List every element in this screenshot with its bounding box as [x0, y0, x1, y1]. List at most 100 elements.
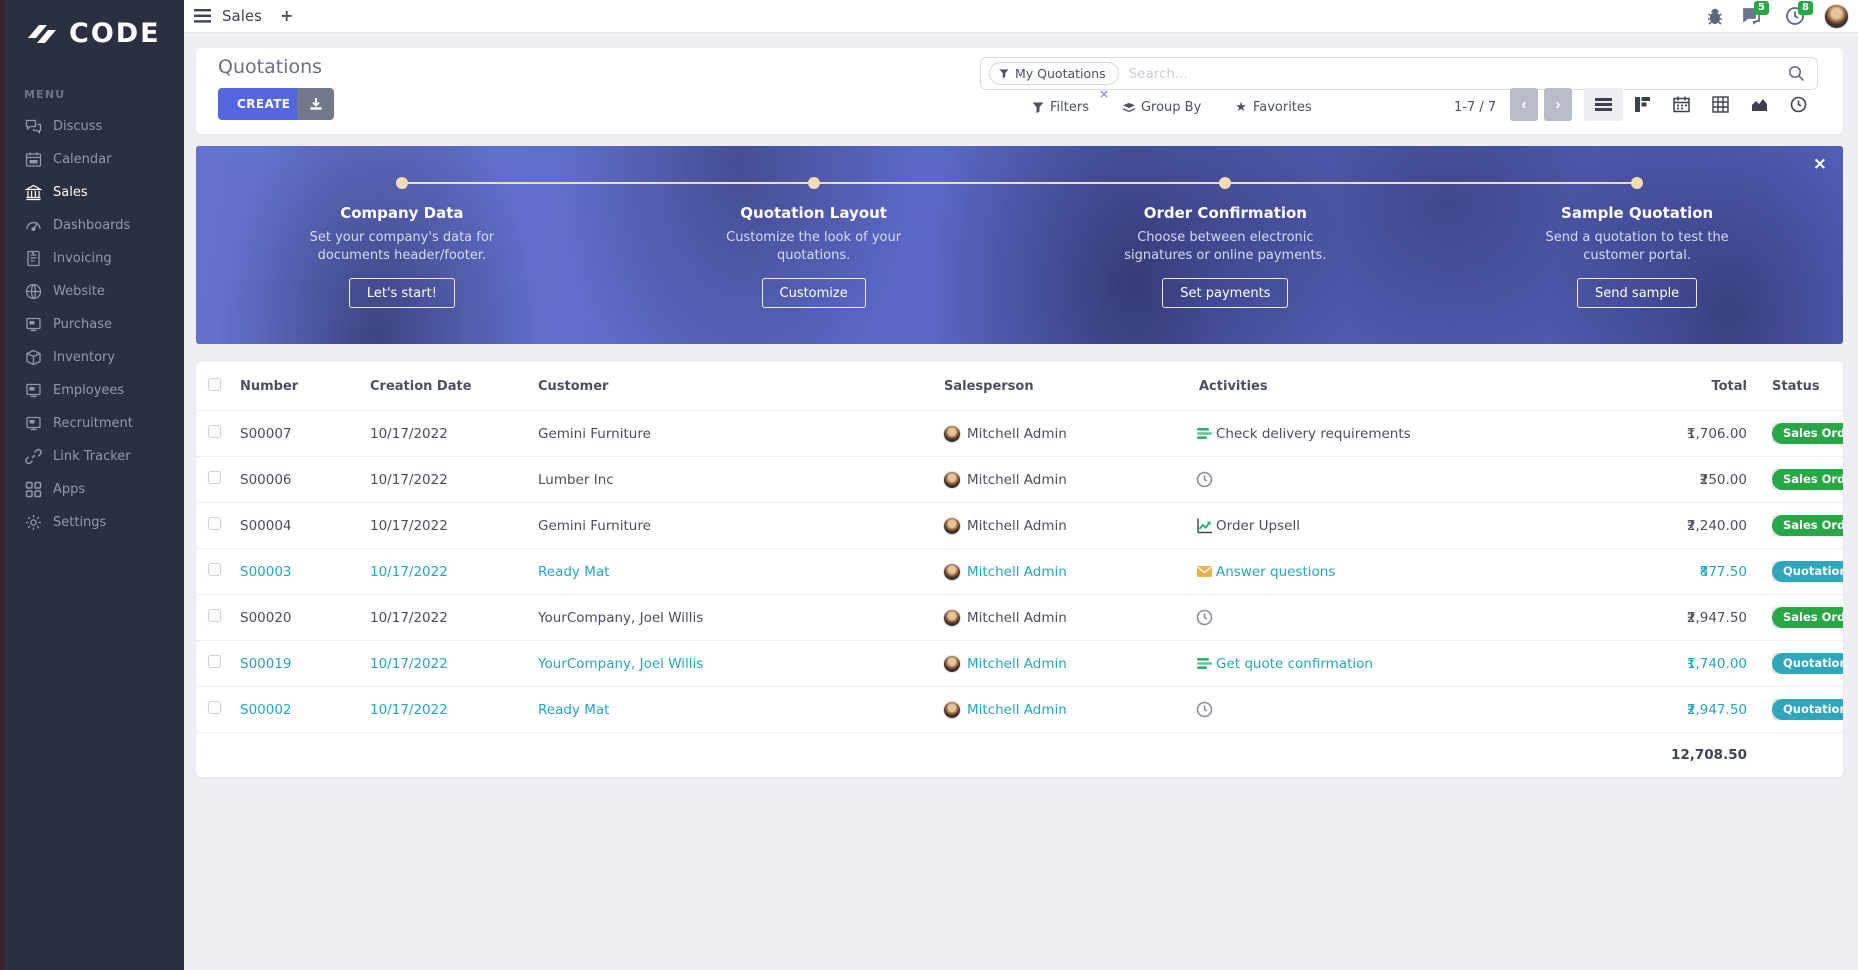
row-checkbox[interactable] [208, 517, 221, 530]
onboarding-step: Order Confirmation Choose between electr… [1020, 146, 1432, 344]
total-amount: ₹1,740.00 [1686, 655, 1747, 672]
sidebar-item-inventory[interactable]: Inventory [0, 341, 184, 374]
pager-previous-button[interactable]: ‹ [1510, 88, 1538, 121]
favorites-button[interactable]: ★ Favorites [1235, 99, 1312, 115]
kanban-view-button[interactable] [1623, 88, 1662, 121]
salesperson-avatar [943, 424, 961, 443]
new-tab-button[interactable]: + [280, 6, 294, 25]
creation-date: 10/17/2022 [370, 609, 448, 626]
table-row[interactable]: S00003 10/17/2022 Ready Mat Mitchell Adm… [196, 548, 1843, 594]
salesperson-avatar [943, 608, 961, 627]
quotations-table: Number Creation Date Customer Salesperso… [196, 362, 1843, 777]
filters-button[interactable]: Filters [1032, 100, 1089, 115]
export-button[interactable] [297, 88, 334, 120]
creation-date: 10/17/2022 [370, 655, 448, 672]
user-avatar[interactable] [1824, 4, 1849, 29]
clock-icon[interactable] [1196, 609, 1213, 626]
graph-view-button[interactable] [1740, 88, 1779, 121]
sidebar-item-invoicing[interactable]: Invoicing [0, 242, 184, 275]
column-header-salesperson[interactable]: Salesperson [944, 378, 1034, 394]
table-row[interactable]: S00019 10/17/2022 YourCompany, Joel Will… [196, 640, 1843, 686]
currency-symbol: ₹ [1686, 609, 1696, 626]
sidebar-menu: Discuss Calendar Sales Dashboards Invoic… [0, 110, 184, 539]
hamburger-icon[interactable] [194, 8, 211, 24]
sidebar-item-settings[interactable]: Settings [0, 506, 184, 539]
creation-date: 10/17/2022 [370, 701, 448, 718]
pivot-view-button[interactable] [1701, 88, 1740, 121]
calendar-view-button[interactable] [1662, 88, 1701, 121]
list-view-button[interactable] [1584, 88, 1623, 121]
banner-close-icon[interactable]: × [1812, 154, 1827, 174]
tasks-icon[interactable] [1196, 655, 1213, 672]
row-checkbox[interactable] [208, 701, 221, 714]
table-row[interactable]: S00006 10/17/2022 Lumber Inc Mitchell Ad… [196, 456, 1843, 502]
group-by-button[interactable]: Group By [1122, 100, 1201, 115]
sidebar-item-employees[interactable]: Employees [0, 374, 184, 407]
column-header-number[interactable]: Number [240, 378, 299, 394]
currency-symbol: ₹ [1686, 425, 1696, 442]
sidebar-item-recruitment[interactable]: Recruitment [0, 407, 184, 440]
currency-symbol: ₹ [1699, 563, 1709, 580]
activity-label: Get quote confirmation [1216, 655, 1373, 672]
clock-icon[interactable] [1196, 471, 1213, 488]
sidebar-item-link-tracker[interactable]: Link Tracker [0, 440, 184, 473]
step-action-button[interactable]: Customize [761, 278, 866, 308]
facet-remove-icon[interactable]: × [1099, 87, 1110, 101]
activity-clock-icon[interactable]: 8 [1784, 1, 1813, 27]
table-row[interactable]: S00020 10/17/2022 YourCompany, Joel Will… [196, 594, 1843, 640]
table-row[interactable]: S00007 10/17/2022 Gemini Furniture Mitch… [196, 410, 1843, 456]
active-app-name[interactable]: Sales [222, 7, 262, 25]
sidebar-item-sales[interactable]: Sales [0, 176, 184, 209]
column-header-creation-date[interactable]: Creation Date [370, 378, 472, 394]
quotation-number: S00002 [240, 701, 292, 718]
row-checkbox[interactable] [208, 471, 221, 484]
step-action-button[interactable]: Set payments [1162, 278, 1289, 308]
column-header-total[interactable]: Total [1711, 378, 1747, 394]
total-amount: ₹250.00 [1699, 471, 1747, 488]
step-action-button[interactable]: Send sample [1577, 278, 1698, 308]
column-header-customer[interactable]: Customer [538, 378, 609, 394]
row-checkbox[interactable] [208, 425, 221, 438]
messages-icon[interactable]: 5 [1740, 1, 1769, 27]
column-header-activities[interactable]: Activities [1199, 378, 1268, 394]
page-title: Quotations [218, 56, 323, 78]
table-row[interactable]: S00002 10/17/2022 Ready Mat Mitchell Adm… [196, 686, 1843, 732]
search-icon[interactable] [1788, 65, 1805, 82]
column-header-status[interactable]: Status [1772, 378, 1820, 394]
onboarding-step: Quotation Layout Customize the look of y… [608, 146, 1020, 344]
clock-icon[interactable] [1196, 701, 1213, 718]
bug-icon[interactable] [1704, 5, 1726, 27]
step-description: Set your company's data for documents he… [309, 230, 495, 263]
app-logo[interactable]: CODE [24, 18, 161, 49]
search-facet-my-quotations[interactable]: My Quotations [989, 62, 1119, 85]
row-checkbox[interactable] [208, 655, 221, 668]
search-bar[interactable]: My Quotations × [980, 57, 1818, 101]
sidebar-item-purchase[interactable]: Purchase [0, 308, 184, 341]
sidebar-item-website[interactable]: Website [0, 275, 184, 308]
chart-icon[interactable] [1196, 517, 1213, 534]
table-row[interactable]: S00004 10/17/2022 Gemini Furniture Mitch… [196, 502, 1843, 548]
select-all-checkbox[interactable] [208, 377, 221, 391]
create-button[interactable]: CREATE [218, 88, 310, 120]
brand-name: CODE [69, 18, 161, 49]
sidebar-item-calendar[interactable]: Calendar [0, 143, 184, 176]
sidebar-item-apps[interactable]: Apps [0, 473, 184, 506]
salesperson-name: Mitchell Admin [967, 655, 1067, 672]
row-checkbox[interactable] [208, 563, 221, 576]
salesperson-name: Mitchell Admin [967, 563, 1067, 580]
step-title: Quotation Layout [740, 204, 887, 222]
step-action-button[interactable]: Let's start! [348, 278, 455, 308]
status-badge: Quotation [1772, 561, 1843, 582]
row-checkbox[interactable] [208, 609, 221, 622]
messages-badge: 5 [1754, 1, 1769, 15]
sidebar-item-dashboards[interactable]: Dashboards [0, 209, 184, 242]
tasks-icon[interactable] [1196, 425, 1213, 442]
search-input[interactable] [1118, 65, 1788, 82]
pager-next-button[interactable]: › [1544, 88, 1572, 121]
sidebar-item-discuss[interactable]: Discuss [0, 110, 184, 143]
activities-badge: 8 [1798, 1, 1813, 15]
currency-symbol: ₹ [1686, 655, 1696, 672]
envelope-icon[interactable] [1196, 563, 1213, 580]
activity-view-button[interactable] [1779, 88, 1818, 121]
employees-icon [25, 382, 42, 399]
